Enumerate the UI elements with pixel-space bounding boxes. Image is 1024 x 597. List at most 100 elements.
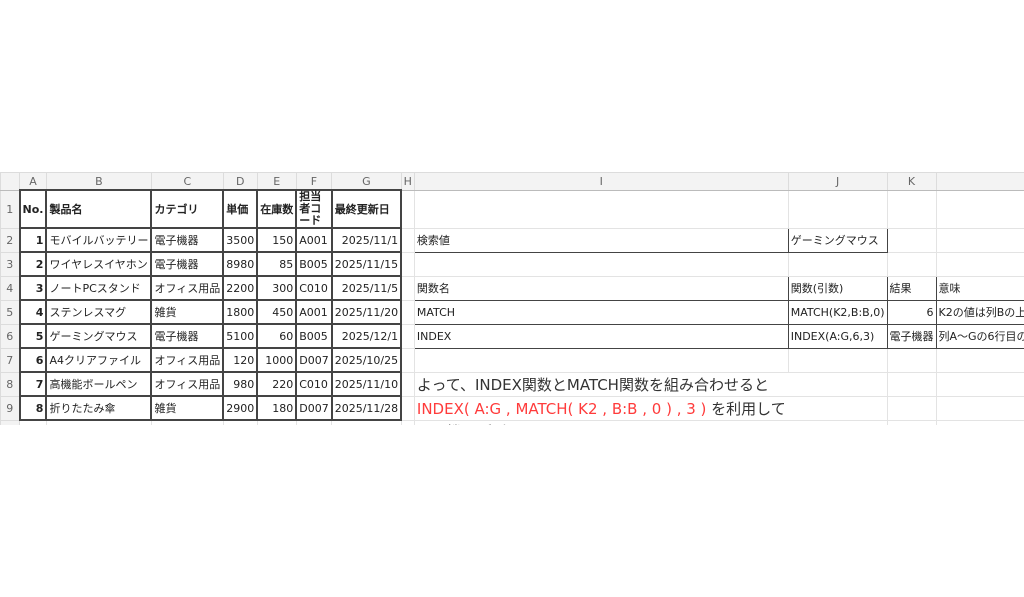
column-header-K[interactable]: K (886, 172, 937, 191)
column-header-C[interactable]: C (150, 172, 224, 191)
cell-G10[interactable] (331, 419, 402, 425)
row-header-3[interactable]: 3 (0, 251, 20, 277)
cell-L10[interactable] (936, 419, 1024, 425)
cell-J5[interactable]: MATCH(K2,B:B,0) (787, 299, 888, 325)
cell-G4[interactable]: 2025/11/5 (330, 275, 403, 301)
cell-L5[interactable]: K2の値は列Bの上から「6番目」にある (935, 299, 1024, 325)
cell-A8[interactable]: 7 (18, 371, 48, 397)
cell-B2[interactable]: モバイルバッテリー (45, 227, 153, 253)
cell-H2[interactable] (400, 227, 415, 253)
cell-F7[interactable]: D007 (295, 347, 333, 373)
cell-K8[interactable] (887, 371, 937, 397)
cell-G6[interactable]: 2025/12/1 (330, 323, 403, 349)
cell-A7[interactable]: 6 (18, 347, 48, 373)
cell-C6[interactable]: 電子機器 (150, 323, 225, 349)
cell-L4[interactable]: 意味 (935, 275, 1024, 301)
cell-H3[interactable] (400, 251, 415, 277)
row-header-6[interactable]: 6 (0, 323, 20, 349)
cell-L7[interactable] (935, 347, 1024, 373)
cell-A1[interactable]: No. (18, 189, 48, 229)
cell-D3[interactable]: 8980 (222, 251, 259, 277)
cell-I2[interactable]: 検索値 (413, 227, 789, 253)
cell-J1[interactable] (787, 189, 888, 229)
cell-H10[interactable] (400, 419, 415, 425)
cell-K2[interactable] (886, 227, 937, 253)
cell-H9[interactable] (400, 395, 415, 421)
column-header-F[interactable]: F (295, 172, 333, 191)
column-header-J[interactable]: J (787, 172, 888, 191)
cell-B8[interactable]: 高機能ボールペン (45, 371, 153, 397)
cell-A2[interactable]: 1 (18, 227, 48, 253)
cell-L6[interactable]: 列A～Gの6行目の3列目は「電子機器」 (935, 323, 1024, 349)
cell-F4[interactable]: C010 (295, 275, 333, 301)
cell-I9[interactable]: INDEX( A:G , MATCH( K2 , B:B , 0 ) , 3 )… (413, 395, 789, 421)
cell-C7[interactable]: オフィス用品 (150, 347, 225, 373)
cell-C3[interactable]: 電子機器 (150, 251, 225, 277)
cell-C10[interactable] (150, 419, 224, 425)
cell-F10[interactable] (295, 419, 333, 425)
cell-I4[interactable]: 関数名 (413, 275, 789, 301)
column-header-D[interactable]: D (222, 172, 258, 191)
column-header-E[interactable]: E (256, 172, 297, 191)
cell-E10[interactable] (256, 419, 297, 425)
cell-J8[interactable] (788, 371, 888, 397)
cell-L1[interactable] (935, 189, 1024, 229)
cell-H8[interactable] (400, 371, 415, 397)
cell-E7[interactable]: 1000 (256, 347, 298, 373)
cell-C1[interactable]: カテゴリ (150, 189, 225, 229)
cell-L9[interactable] (936, 395, 1024, 421)
cell-I5[interactable]: MATCH (413, 299, 789, 325)
cell-K3[interactable] (886, 251, 937, 277)
cell-I10[interactable]: 電子機器が返される (413, 419, 789, 425)
cell-L8[interactable] (936, 371, 1024, 397)
cell-H1[interactable] (400, 189, 415, 229)
cell-I6[interactable]: INDEX (413, 323, 789, 349)
row-header-8[interactable]: 8 (0, 371, 20, 397)
cell-D4[interactable]: 2200 (222, 275, 259, 301)
cell-E1[interactable]: 在庫数 (256, 189, 298, 229)
cell-J2[interactable]: ゲーミングマウス (787, 227, 888, 253)
cell-L3[interactable] (935, 251, 1024, 277)
cell-B4[interactable]: ノートPCスタンド (45, 275, 153, 301)
cell-J3[interactable] (787, 251, 888, 277)
cell-K5[interactable]: 6 (886, 299, 937, 325)
cell-G3[interactable]: 2025/11/15 (330, 251, 403, 277)
cell-K4[interactable]: 結果 (886, 275, 937, 301)
cell-E2[interactable]: 150 (256, 227, 298, 253)
cell-C4[interactable]: オフィス用品 (150, 275, 225, 301)
column-header-A[interactable]: A (19, 172, 47, 191)
cell-B9[interactable]: 折りたたみ傘 (45, 395, 153, 421)
cell-D1[interactable]: 単価 (222, 189, 259, 229)
cell-H7[interactable] (400, 347, 415, 373)
cell-F5[interactable]: A001 (295, 299, 333, 325)
cell-C9[interactable]: 雑貨 (150, 395, 225, 421)
cell-B1[interactable]: 製品名 (45, 189, 153, 229)
cell-A5[interactable]: 4 (18, 299, 48, 325)
column-header-B[interactable]: B (45, 172, 152, 191)
cell-F9[interactable]: D007 (295, 395, 333, 421)
cell-E6[interactable]: 60 (256, 323, 298, 349)
select-all-corner[interactable] (0, 172, 20, 191)
cell-G7[interactable]: 2025/10/25 (330, 347, 403, 373)
cell-C5[interactable]: 雑貨 (150, 299, 225, 325)
cell-A3[interactable]: 2 (18, 251, 48, 277)
cell-D5[interactable]: 1800 (222, 299, 259, 325)
cell-E3[interactable]: 85 (256, 251, 298, 277)
cell-I1[interactable] (413, 189, 789, 229)
cell-K7[interactable] (886, 347, 937, 373)
cell-L2[interactable] (935, 227, 1024, 253)
row-header-7[interactable]: 7 (0, 347, 20, 373)
cell-D7[interactable]: 120 (222, 347, 259, 373)
cell-H5[interactable] (400, 299, 415, 325)
row-header-5[interactable]: 5 (0, 299, 20, 325)
cell-E8[interactable]: 220 (256, 371, 298, 397)
cell-A10[interactable] (19, 419, 47, 425)
cell-D8[interactable]: 980 (222, 371, 259, 397)
cell-K6[interactable]: 電子機器 (886, 323, 937, 349)
cell-J6[interactable]: INDEX(A:G,6,3) (787, 323, 888, 349)
cell-A4[interactable]: 3 (18, 275, 48, 301)
column-header-G[interactable]: G (331, 172, 402, 191)
cell-E9[interactable]: 180 (256, 395, 298, 421)
cell-C8[interactable]: オフィス用品 (150, 371, 225, 397)
cell-I7[interactable] (413, 347, 789, 373)
